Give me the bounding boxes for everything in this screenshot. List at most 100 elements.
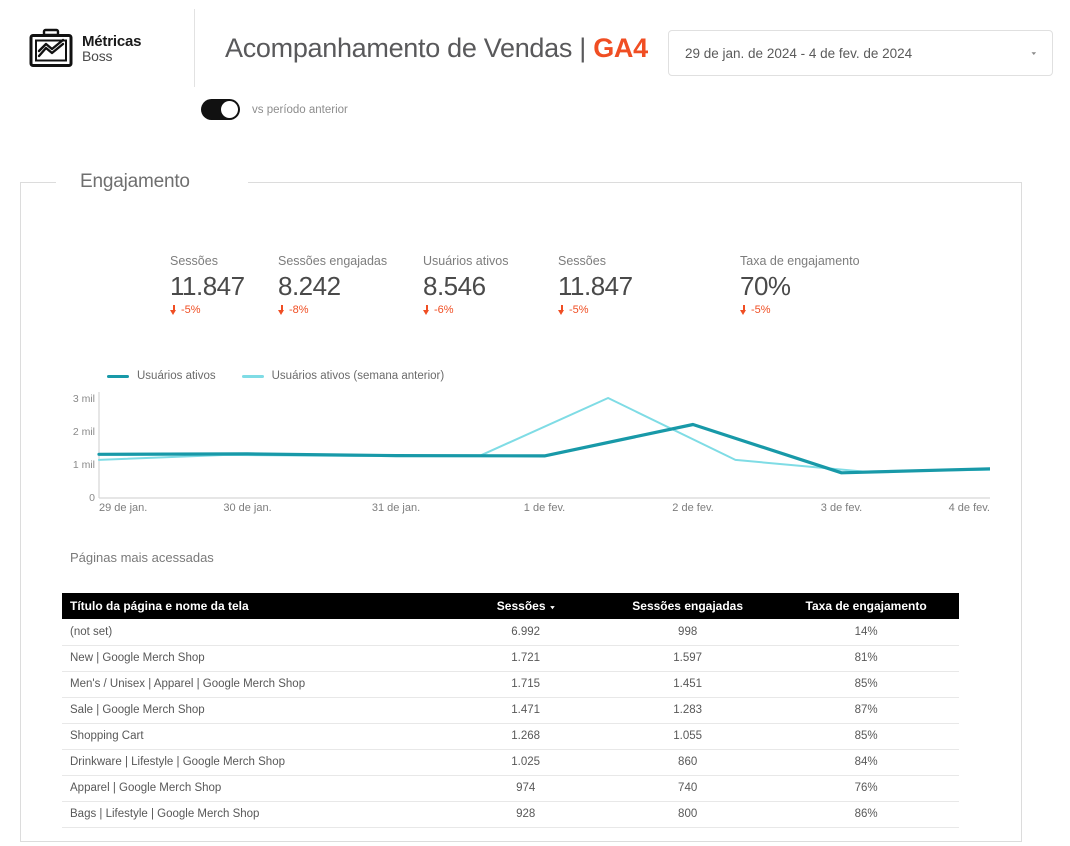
compare-period-row: vs período anterior: [201, 99, 348, 120]
cell-engaged: 1.055: [602, 723, 774, 750]
sort-descending-icon: ▾: [550, 604, 555, 611]
cell-page: Men's / Unisex | Apparel | Google Merch …: [62, 671, 450, 698]
kpi-label: Usuários ativos: [423, 254, 509, 268]
table-body: (not set) 6.992 998 14% New | Google Merch S…: [62, 619, 959, 828]
page-title-main: Acompanhamento de Vendas |: [225, 32, 594, 63]
cell-rate: 84%: [773, 749, 959, 776]
column-header-sessions-label: Sessões: [496, 599, 546, 613]
kpi-card-sessoes-2: Sessões 11.847 -5%: [558, 254, 740, 316]
chart-series-line: [97, 422, 990, 475]
legend-item-current[interactable]: Usuários ativos: [107, 370, 216, 382]
arrow-down-icon: [423, 304, 430, 315]
panel-top-border: [20, 182, 1022, 183]
cell-rate: 87%: [773, 697, 959, 724]
page-title-accent: GA4: [593, 32, 648, 63]
x-axis-tick-label: 30 de jan.: [223, 502, 272, 514]
legend-label: Usuários ativos: [137, 370, 216, 382]
cell-rate: 14%: [773, 619, 959, 646]
kpi-value: 8.546: [423, 271, 486, 301]
cell-engaged: 1.597: [602, 645, 774, 672]
date-range-picker[interactable]: 29 de jan. de 2024 - 4 de fev. de 2024 ▾: [668, 30, 1053, 76]
kpi-card-usuarios-ativos: Usuários ativos 8.546 -6%: [423, 254, 558, 316]
y-axis-tick-label: 3 mil: [72, 392, 95, 405]
chart-series-line: [98, 397, 990, 473]
table-row[interactable]: Apparel | Google Merch Shop 974 740 76%: [62, 775, 959, 802]
cell-page: Shopping Cart: [62, 723, 450, 750]
kpi-card-sessoes-engajadas: Sessões engajadas 8.242 -8%: [278, 254, 423, 316]
cell-engaged: 860: [602, 749, 774, 776]
cell-engaged: 1.283: [602, 697, 774, 724]
table-header-row: Título da página e nome da tela Sessões ▾…: [62, 593, 959, 619]
y-axis-tick-label: 1 mil: [72, 458, 95, 471]
cell-engaged: 800: [602, 801, 774, 828]
table-row[interactable]: Drinkware | Lifestyle | Google Merch Sho…: [62, 749, 959, 776]
arrow-down-icon: [740, 304, 747, 315]
kpi-value: 11.847: [170, 271, 245, 301]
legend-swatch-icon: [107, 374, 129, 378]
y-axis-tick-label: 2 mil: [72, 425, 95, 438]
arrow-down-icon: [558, 304, 565, 315]
legend-item-previous[interactable]: Usuários ativos (semana anterior): [241, 370, 444, 382]
app-header: Métricas Boss Acompanhamento de Vendas |…: [0, 0, 1070, 96]
table-row[interactable]: New | Google Merch Shop 1.721 1.597 81%: [62, 645, 959, 672]
kpi-card-sessoes-1: Sessões 11.847 -5%: [170, 254, 278, 316]
toggle-knob: [221, 101, 238, 118]
kpi-label: Sessões: [558, 254, 606, 268]
table-row[interactable]: Men's / Unisex | Apparel | Google Merch …: [62, 671, 959, 698]
arrow-down-icon: [278, 304, 285, 315]
cell-sessions: 1.025: [449, 749, 603, 776]
panel-title: Engajamento: [70, 171, 200, 193]
cell-rate: 81%: [773, 645, 959, 672]
kpi-delta-value: -8%: [289, 303, 309, 316]
kpi-label: Sessões engajadas: [278, 254, 388, 268]
chart-y-axis: 0 1 mil 2 mil 3 mil: [55, 392, 95, 504]
x-axis-tick-label: 4 de fev.: [948, 502, 990, 514]
cell-engaged: 740: [602, 775, 774, 802]
brand-logo[interactable]: Métricas Boss: [28, 27, 168, 69]
column-header-engaged[interactable]: Sessões engajadas: [602, 593, 774, 619]
brand-name-primary: Métricas: [82, 32, 142, 50]
table-row[interactable]: (not set) 6.992 998 14%: [62, 619, 959, 646]
cell-page: Apparel | Google Merch Shop: [62, 775, 450, 802]
table-row[interactable]: Shopping Cart 1.268 1.055 85%: [62, 723, 959, 750]
active-users-line-chart: Usuários ativos Usuários ativos (semana …: [55, 370, 990, 520]
cell-page: Bags | Lifestyle | Google Merch Shop: [62, 801, 450, 828]
table-row[interactable]: Bags | Lifestyle | Google Merch Shop 928 8…: [62, 801, 959, 828]
kpi-delta-value: -5%: [569, 303, 589, 316]
kpi-delta-value: -5%: [751, 303, 771, 316]
cell-engaged: 998: [602, 619, 774, 646]
kpi-delta: -5%: [170, 304, 278, 316]
x-axis-tick-label: 3 de fev.: [820, 502, 863, 514]
kpi-delta-value: -6%: [434, 303, 454, 316]
x-axis-tick-label: 1 de fev.: [523, 502, 566, 514]
date-range-value: 29 de jan. de 2024 - 4 de fev. de 2024: [685, 45, 913, 61]
cell-page: Drinkware | Lifestyle | Google Merch Sho…: [62, 749, 450, 776]
cell-sessions: 1.471: [449, 697, 603, 724]
cell-sessions: 1.715: [449, 671, 603, 698]
kpi-value: 8.242: [278, 271, 341, 301]
legend-swatch-icon: [241, 374, 264, 378]
arrow-down-icon: [170, 304, 177, 315]
chart-x-axis: 29 de jan. 30 de jan. 31 de jan. 1 de fev. 2…: [99, 502, 990, 522]
page-title: Acompanhamento de Vendas | GA4: [225, 33, 648, 64]
y-axis-tick-label: 0: [89, 492, 95, 504]
x-axis-tick-label: 2 de fev.: [672, 502, 714, 514]
chart-plot-area: 0 1 mil 2 mil 3 mil 29 de jan. 30 de jan. 31 …: [55, 392, 990, 522]
table-row[interactable]: Sale | Google Merch Shop 1.471 1.283 87%: [62, 697, 959, 724]
cell-page: (not set): [62, 619, 450, 646]
cell-rate: 76%: [773, 775, 959, 802]
cell-sessions: 974: [449, 775, 603, 802]
cell-rate: 85%: [773, 723, 959, 750]
chart-svg: [97, 392, 990, 499]
column-header-rate[interactable]: Taxa de engajamento: [773, 593, 959, 619]
compare-period-label: vs período anterior: [252, 103, 348, 116]
cell-rate: 86%: [773, 801, 959, 828]
kpi-delta: -5%: [558, 304, 740, 316]
cell-sessions: 6.992: [449, 619, 603, 646]
kpi-value: 70%: [740, 271, 791, 301]
kpi-label: Taxa de engajamento: [740, 254, 860, 268]
column-header-page[interactable]: Título da página e nome da tela: [62, 593, 450, 619]
column-header-sessions[interactable]: Sessões ▾: [449, 593, 603, 619]
compare-period-toggle[interactable]: [201, 99, 240, 120]
x-axis-tick-label: 29 de jan.: [99, 502, 148, 514]
